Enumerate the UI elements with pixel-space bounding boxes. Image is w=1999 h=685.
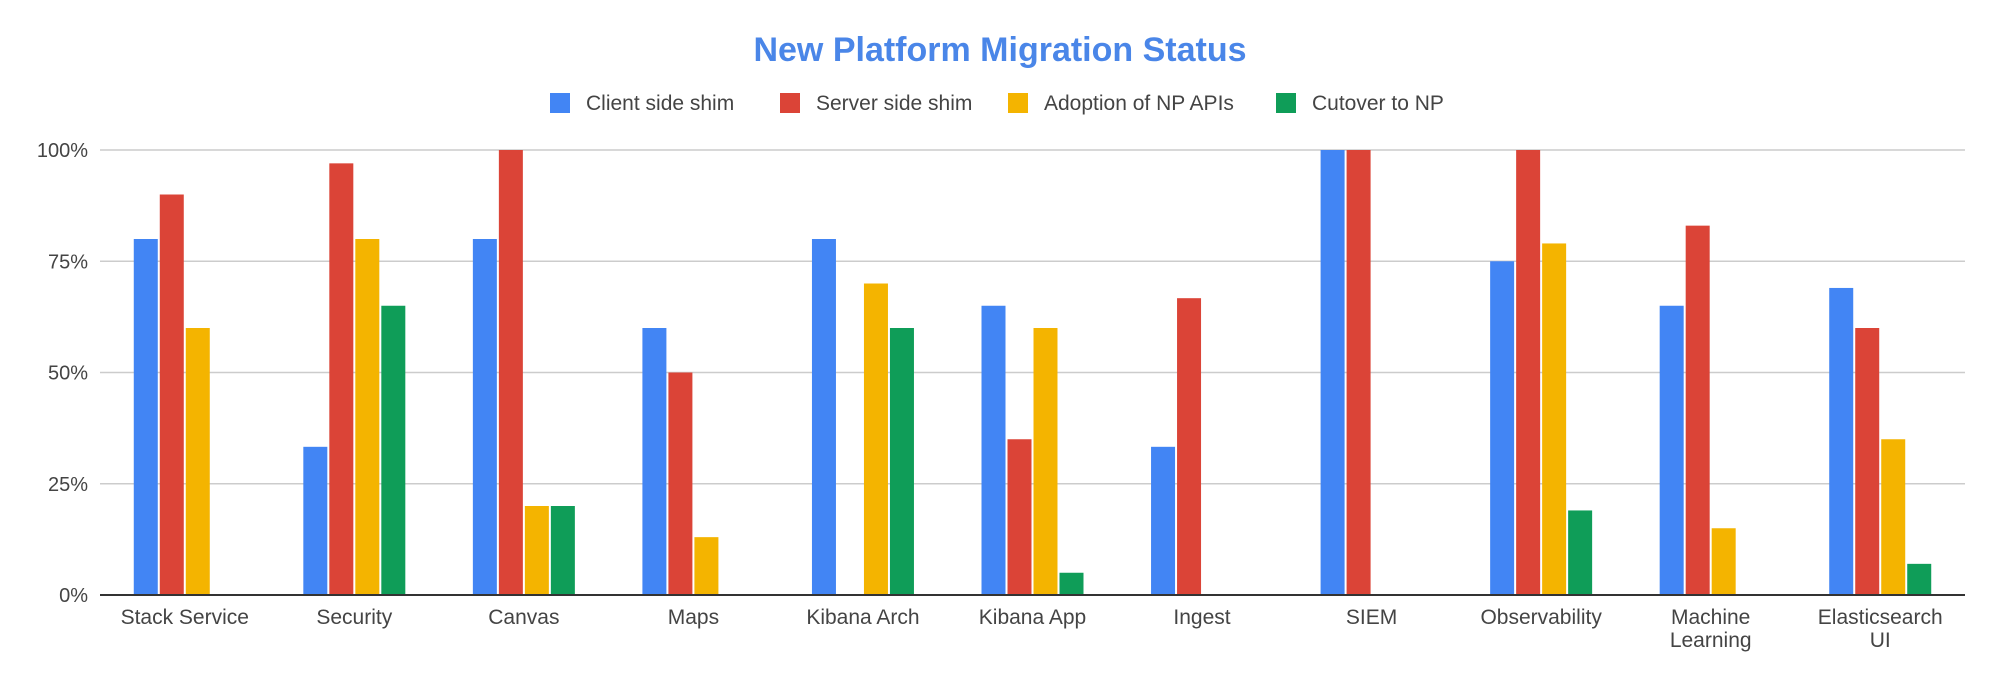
y-tick-label: 0% <box>59 585 88 607</box>
bar <box>1881 439 1906 595</box>
bar <box>1151 446 1176 595</box>
y-tick-label: 50% <box>48 363 88 385</box>
bar <box>668 372 693 595</box>
bar <box>159 194 184 595</box>
legend-label: Cutover to NP <box>1312 92 1444 115</box>
bar <box>498 150 523 595</box>
bar <box>694 537 719 595</box>
legend-swatch <box>1276 93 1296 113</box>
bar <box>1542 243 1567 595</box>
x-tick-label: Kibana App <box>979 606 1086 629</box>
bar <box>1346 150 1371 595</box>
chart-title: New Platform Migration Status <box>753 31 1246 69</box>
bar <box>1516 150 1541 595</box>
bar <box>1711 528 1736 595</box>
bar <box>642 328 667 595</box>
legend-item: Cutover to NP <box>1276 92 1444 115</box>
x-tick-label: Observability <box>1480 606 1602 629</box>
y-tick-label: 75% <box>48 251 88 273</box>
bar <box>863 283 888 595</box>
legend-item: Client side shim <box>550 92 734 115</box>
bar <box>1855 328 1880 595</box>
bar <box>1059 572 1084 595</box>
legend-swatch <box>550 93 570 113</box>
bar <box>329 163 354 595</box>
x-tick-label: Elasticsearch UI <box>1818 606 1943 652</box>
bar <box>1490 261 1515 595</box>
bar <box>1568 510 1593 595</box>
bars <box>133 150 1932 595</box>
bar <box>1907 563 1932 595</box>
x-tick-label: Maps <box>668 606 719 629</box>
bar <box>472 239 497 595</box>
bar <box>889 328 914 595</box>
y-tick-label: 25% <box>48 474 88 496</box>
y-tick-label: 100% <box>37 140 88 162</box>
bar <box>524 506 549 595</box>
legend-swatch <box>780 93 800 113</box>
bar <box>1829 287 1854 595</box>
legend: Client side shim Server side shim Adoption… <box>550 92 1444 115</box>
bar <box>381 305 406 595</box>
bar <box>1320 150 1345 595</box>
bar <box>133 239 158 595</box>
x-tick-label: Machine Learning <box>1670 606 1752 652</box>
bar <box>1685 225 1710 595</box>
x-tick-label: Canvas <box>488 606 559 629</box>
x-tick-label: Stack Service <box>121 606 249 629</box>
x-tick-label: Ingest <box>1173 606 1230 629</box>
bar <box>1007 439 1032 595</box>
legend-swatch <box>1008 93 1028 113</box>
bar <box>1659 305 1684 595</box>
y-axis: 0% 25% 50% 75% 100% <box>37 140 88 607</box>
legend-item: Server side shim <box>780 92 972 115</box>
legend-label: Adoption of NP APIs <box>1044 92 1234 115</box>
x-axis: Stack Service Security Canvas Maps Kibana Ar… <box>100 594 1965 652</box>
bar <box>303 446 328 595</box>
legend-item: Adoption of NP APIs <box>1008 92 1234 115</box>
x-tick-label: Security <box>316 606 392 629</box>
gridlines <box>100 149 1965 485</box>
bar <box>550 506 575 595</box>
x-tick-label: Kibana Arch <box>806 606 919 629</box>
x-tick-label: SIEM <box>1346 606 1397 629</box>
legend-label: Server side shim <box>816 92 972 115</box>
bar <box>1033 328 1058 595</box>
bar <box>355 239 380 595</box>
bar <box>1177 298 1202 595</box>
bar <box>981 305 1006 595</box>
bar <box>185 328 210 595</box>
bar <box>811 239 836 595</box>
legend-label: Client side shim <box>586 92 734 115</box>
